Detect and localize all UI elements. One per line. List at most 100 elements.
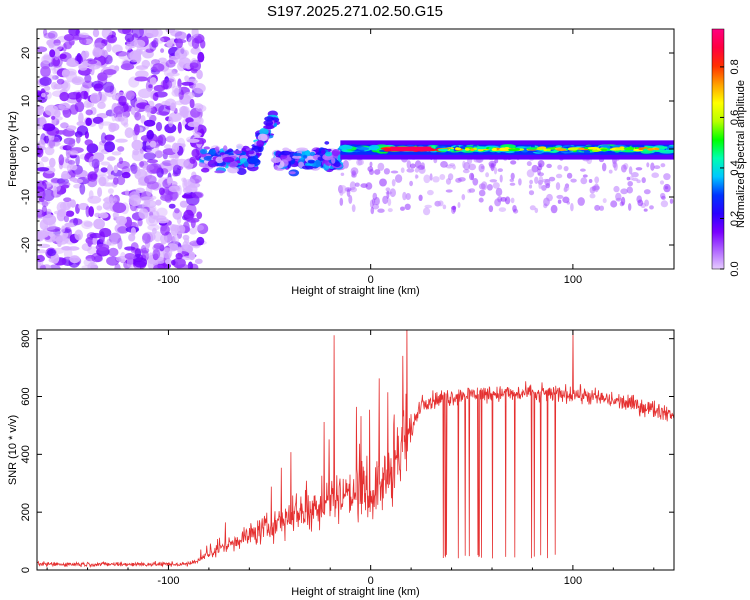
noise-blob — [160, 36, 171, 43]
colorbar-tick-label: 0.2 — [729, 211, 741, 226]
noise-blob — [63, 34, 75, 42]
noise-blob — [76, 135, 81, 144]
faint-blob — [339, 197, 344, 206]
turbulent-blob — [321, 149, 326, 155]
faint-blob — [577, 197, 585, 206]
faint-blob — [405, 193, 411, 200]
faint-blob — [461, 194, 466, 201]
snr-series-line — [37, 330, 674, 568]
noise-blob — [152, 249, 161, 260]
faint-blob — [510, 197, 515, 204]
noise-blob — [148, 214, 156, 224]
noise-blob — [96, 174, 110, 184]
noise-blob — [69, 150, 79, 155]
figure-title: S197.2025.271.02.50.G15 — [267, 3, 443, 20]
noise-blob — [146, 163, 160, 175]
faint-blob — [462, 160, 466, 169]
noise-blob — [52, 67, 57, 75]
faint-blob — [504, 196, 511, 205]
noise-blob — [78, 112, 84, 124]
faint-blob — [389, 188, 396, 198]
faint-blob — [651, 172, 659, 178]
faint-blob — [538, 176, 544, 182]
core-blob — [647, 148, 655, 151]
noise-blob — [170, 158, 177, 165]
noise-blob — [132, 29, 144, 38]
noise-blob — [44, 146, 55, 156]
noise-blob — [107, 174, 115, 180]
noise-blob — [53, 48, 61, 58]
noise-blob — [165, 29, 176, 34]
noise-blob — [142, 231, 156, 242]
noise-blob — [120, 251, 126, 262]
turbulent-blob — [249, 157, 259, 164]
noise-blob — [181, 81, 194, 86]
noise-blob — [87, 240, 92, 248]
faint-blob — [360, 183, 368, 189]
core-blob — [578, 147, 586, 151]
noise-blob — [175, 38, 183, 49]
faint-blob — [649, 205, 654, 210]
noise-blob — [158, 187, 165, 196]
noise-blob — [128, 194, 142, 207]
noise-blob — [53, 185, 58, 198]
y-tick-label: -20 — [20, 237, 32, 253]
noise-blob — [60, 122, 69, 129]
noise-blob — [155, 121, 163, 132]
faint-blob — [349, 181, 356, 191]
faint-blob — [354, 182, 360, 187]
faint-blob — [556, 194, 564, 199]
noise-blob — [86, 143, 99, 154]
x-tick-label: -100 — [157, 575, 179, 587]
faint-blob — [369, 161, 373, 167]
faint-blob — [391, 179, 396, 187]
faint-blob — [469, 172, 475, 181]
noise-blob — [42, 123, 56, 132]
snr-data — [37, 330, 674, 568]
faint-blob — [644, 199, 649, 207]
faint-blob — [613, 162, 618, 171]
turbulent-blob — [264, 116, 274, 122]
noise-blob — [51, 178, 66, 184]
spectrogram-data — [37, 29, 674, 269]
noise-blob — [100, 167, 108, 173]
core-blob — [638, 147, 644, 151]
faint-blob — [417, 165, 425, 170]
noise-blob — [160, 48, 165, 53]
noise-blob — [37, 249, 47, 254]
faint-blob — [563, 185, 570, 192]
noise-blob — [189, 156, 196, 164]
noise-blob — [85, 205, 90, 218]
noise-blob — [177, 247, 183, 254]
faint-blob — [374, 169, 381, 175]
noise-blob — [48, 264, 61, 269]
noise-blob — [54, 110, 61, 118]
core-blob — [464, 148, 470, 151]
noise-blob — [153, 37, 159, 45]
noise-blob — [61, 184, 70, 189]
noise-blob — [186, 138, 200, 143]
turbulent-blob — [222, 156, 235, 163]
turbulent-blob — [263, 120, 274, 126]
faint-blob — [383, 168, 390, 175]
faint-blob — [510, 172, 515, 180]
noise-blob — [189, 263, 199, 269]
noise-blob — [47, 30, 58, 40]
noise-blob — [93, 83, 104, 92]
noise-blob — [156, 135, 164, 144]
noise-blob — [61, 225, 66, 233]
noise-blob — [98, 212, 109, 219]
noise-blob — [189, 98, 195, 109]
noise-blob — [196, 211, 203, 220]
turbulent-blob — [256, 140, 265, 147]
faint-blob — [518, 178, 522, 186]
faint-blob — [445, 189, 453, 193]
noise-blob — [46, 208, 52, 215]
faint-blob — [390, 170, 399, 174]
faint-blob — [509, 178, 515, 182]
core-blob — [476, 146, 487, 150]
noise-blob — [133, 39, 146, 48]
faint-blob — [641, 177, 646, 184]
turbulent-blob — [263, 125, 275, 130]
y-tick-label: 20 — [20, 47, 32, 59]
